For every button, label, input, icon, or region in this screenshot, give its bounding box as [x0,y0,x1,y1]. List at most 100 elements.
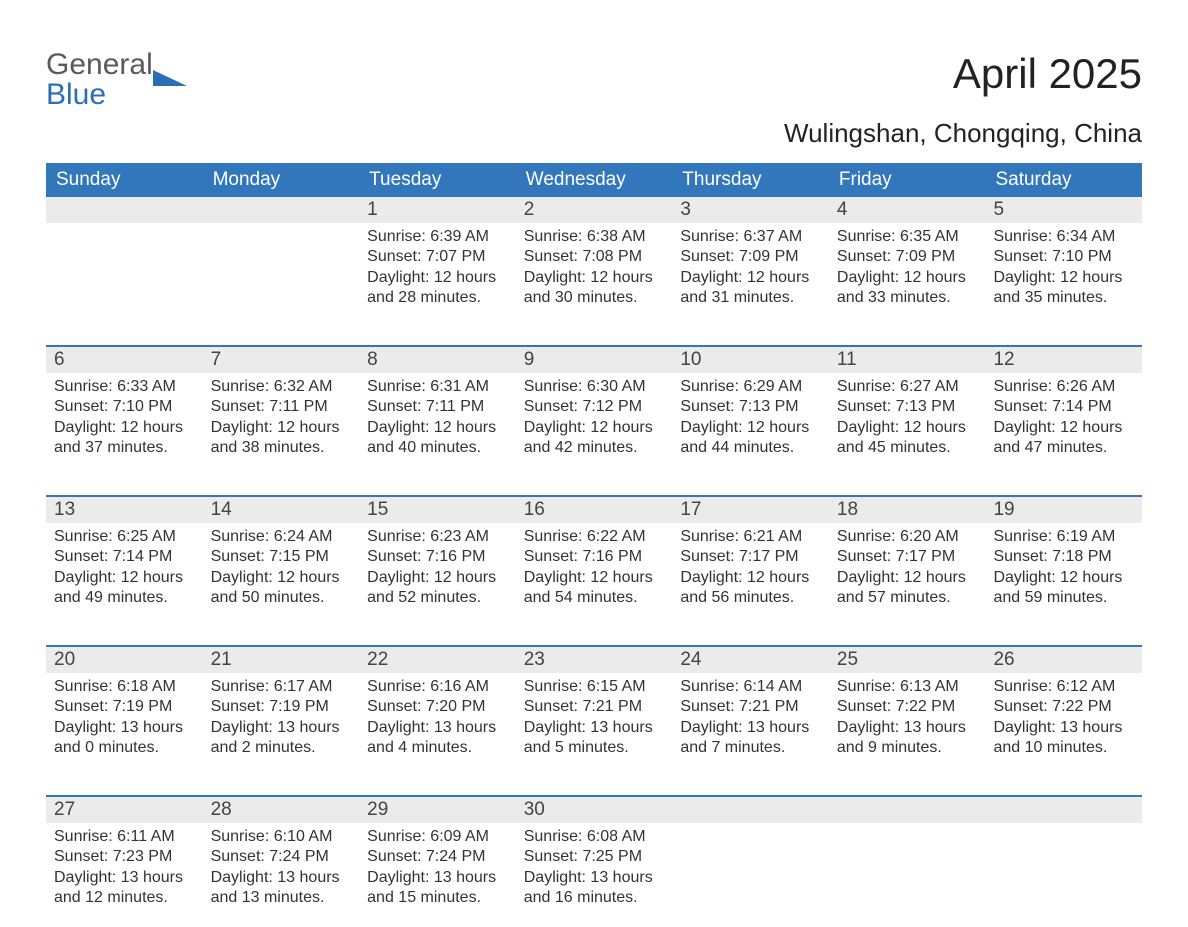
day-details: Sunrise: 6:34 AMSunset: 7:10 PMDaylight:… [985,223,1142,315]
sunrise-line: Sunrise: 6:38 AM [524,227,665,247]
calendar-day-cell: 21Sunrise: 6:17 AMSunset: 7:19 PMDayligh… [203,647,360,777]
day-details: Sunrise: 6:21 AMSunset: 7:17 PMDaylight:… [672,523,829,615]
sunset-line: Sunset: 7:10 PM [993,247,1134,267]
daylight-line: Daylight: 12 hours and 45 minutes. [837,418,978,459]
sunset-line: Sunset: 7:09 PM [680,247,821,267]
sunrise-line: Sunrise: 6:19 AM [993,527,1134,547]
day-number: 13 [46,497,203,523]
day-number: 8 [359,347,516,373]
sunset-line: Sunset: 7:11 PM [367,397,508,417]
day-number: 3 [672,197,829,223]
day-details: Sunrise: 6:33 AMSunset: 7:10 PMDaylight:… [46,373,203,465]
calendar-day-cell [985,797,1142,927]
sunrise-line: Sunrise: 6:29 AM [680,377,821,397]
sunrise-line: Sunrise: 6:31 AM [367,377,508,397]
day-number: 17 [672,497,829,523]
daylight-line: Daylight: 12 hours and 49 minutes. [54,568,195,609]
calendar-day-cell: 4Sunrise: 6:35 AMSunset: 7:09 PMDaylight… [829,197,986,327]
sunset-line: Sunset: 7:23 PM [54,847,195,867]
daylight-line: Daylight: 12 hours and 59 minutes. [993,568,1134,609]
daylight-line: Daylight: 13 hours and 9 minutes. [837,718,978,759]
sunset-line: Sunset: 7:13 PM [837,397,978,417]
sunrise-line: Sunrise: 6:25 AM [54,527,195,547]
day-details: Sunrise: 6:24 AMSunset: 7:15 PMDaylight:… [203,523,360,615]
calendar-day-cell [203,197,360,327]
calendar-day-cell: 15Sunrise: 6:23 AMSunset: 7:16 PMDayligh… [359,497,516,627]
day-number: 22 [359,647,516,673]
calendar-week-row: 27Sunrise: 6:11 AMSunset: 7:23 PMDayligh… [46,795,1142,927]
day-details: Sunrise: 6:16 AMSunset: 7:20 PMDaylight:… [359,673,516,765]
sunrise-line: Sunrise: 6:13 AM [837,677,978,697]
daylight-line: Daylight: 13 hours and 16 minutes. [524,868,665,909]
day-number: 20 [46,647,203,673]
calendar-day-cell: 23Sunrise: 6:15 AMSunset: 7:21 PMDayligh… [516,647,673,777]
day-number: 21 [203,647,360,673]
day-number: 4 [829,197,986,223]
sunset-line: Sunset: 7:17 PM [680,547,821,567]
day-details: Sunrise: 6:29 AMSunset: 7:13 PMDaylight:… [672,373,829,465]
day-number [829,797,986,823]
day-number: 14 [203,497,360,523]
weekday-header: Monday [203,163,360,197]
calendar-day-cell: 26Sunrise: 6:12 AMSunset: 7:22 PMDayligh… [985,647,1142,777]
calendar-day-cell [46,197,203,327]
sunset-line: Sunset: 7:21 PM [524,697,665,717]
sunrise-line: Sunrise: 6:27 AM [837,377,978,397]
sunrise-line: Sunrise: 6:14 AM [680,677,821,697]
daylight-line: Daylight: 13 hours and 4 minutes. [367,718,508,759]
calendar-day-cell: 27Sunrise: 6:11 AMSunset: 7:23 PMDayligh… [46,797,203,927]
day-details: Sunrise: 6:15 AMSunset: 7:21 PMDaylight:… [516,673,673,765]
day-number: 19 [985,497,1142,523]
day-details: Sunrise: 6:14 AMSunset: 7:21 PMDaylight:… [672,673,829,765]
sunset-line: Sunset: 7:22 PM [993,697,1134,717]
sunrise-line: Sunrise: 6:35 AM [837,227,978,247]
day-details: Sunrise: 6:19 AMSunset: 7:18 PMDaylight:… [985,523,1142,615]
sunset-line: Sunset: 7:18 PM [993,547,1134,567]
day-number: 15 [359,497,516,523]
sunrise-line: Sunrise: 6:16 AM [367,677,508,697]
calendar-week-row: 6Sunrise: 6:33 AMSunset: 7:10 PMDaylight… [46,345,1142,477]
calendar-day-cell: 1Sunrise: 6:39 AMSunset: 7:07 PMDaylight… [359,197,516,327]
sunset-line: Sunset: 7:13 PM [680,397,821,417]
day-details: Sunrise: 6:39 AMSunset: 7:07 PMDaylight:… [359,223,516,315]
calendar-day-cell: 6Sunrise: 6:33 AMSunset: 7:10 PMDaylight… [46,347,203,477]
daylight-line: Daylight: 12 hours and 56 minutes. [680,568,821,609]
sunset-line: Sunset: 7:19 PM [211,697,352,717]
daylight-line: Daylight: 13 hours and 0 minutes. [54,718,195,759]
day-number: 28 [203,797,360,823]
sunrise-line: Sunrise: 6:20 AM [837,527,978,547]
calendar-day-cell: 12Sunrise: 6:26 AMSunset: 7:14 PMDayligh… [985,347,1142,477]
sunrise-line: Sunrise: 6:32 AM [211,377,352,397]
calendar-day-cell: 24Sunrise: 6:14 AMSunset: 7:21 PMDayligh… [672,647,829,777]
daylight-line: Daylight: 12 hours and 47 minutes. [993,418,1134,459]
day-number: 16 [516,497,673,523]
brand-logo: General Blue [46,50,187,110]
location-subtitle: Wulingshan, Chongqing, China [46,118,1142,149]
sunset-line: Sunset: 7:16 PM [524,547,665,567]
calendar-day-cell: 3Sunrise: 6:37 AMSunset: 7:09 PMDaylight… [672,197,829,327]
daylight-line: Daylight: 12 hours and 42 minutes. [524,418,665,459]
daylight-line: Daylight: 12 hours and 30 minutes. [524,268,665,309]
day-number: 5 [985,197,1142,223]
weekday-header: Saturday [985,163,1142,197]
sunrise-line: Sunrise: 6:23 AM [367,527,508,547]
sunset-line: Sunset: 7:14 PM [54,547,195,567]
day-number [985,797,1142,823]
calendar-day-cell: 10Sunrise: 6:29 AMSunset: 7:13 PMDayligh… [672,347,829,477]
calendar-day-cell: 19Sunrise: 6:19 AMSunset: 7:18 PMDayligh… [985,497,1142,627]
calendar-day-cell: 20Sunrise: 6:18 AMSunset: 7:19 PMDayligh… [46,647,203,777]
sunrise-line: Sunrise: 6:24 AM [211,527,352,547]
day-number [672,797,829,823]
daylight-line: Daylight: 12 hours and 28 minutes. [367,268,508,309]
calendar-day-cell: 5Sunrise: 6:34 AMSunset: 7:10 PMDaylight… [985,197,1142,327]
calendar-week-row: 20Sunrise: 6:18 AMSunset: 7:19 PMDayligh… [46,645,1142,777]
daylight-line: Daylight: 13 hours and 10 minutes. [993,718,1134,759]
calendar-day-cell: 30Sunrise: 6:08 AMSunset: 7:25 PMDayligh… [516,797,673,927]
sunset-line: Sunset: 7:22 PM [837,697,978,717]
calendar-day-cell: 11Sunrise: 6:27 AMSunset: 7:13 PMDayligh… [829,347,986,477]
daylight-line: Daylight: 12 hours and 50 minutes. [211,568,352,609]
sunset-line: Sunset: 7:12 PM [524,397,665,417]
day-number: 7 [203,347,360,373]
day-details: Sunrise: 6:20 AMSunset: 7:17 PMDaylight:… [829,523,986,615]
weekday-header: Friday [829,163,986,197]
